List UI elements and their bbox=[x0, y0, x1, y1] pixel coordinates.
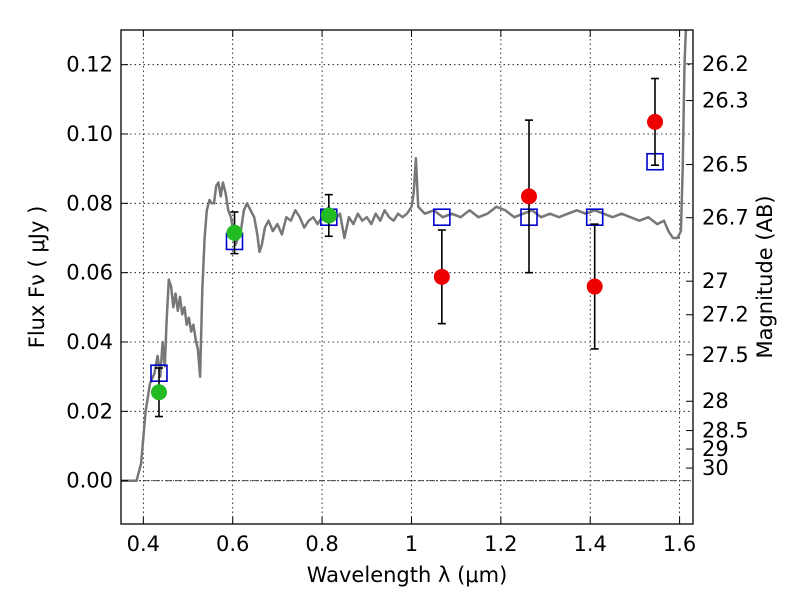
right-tick-label: 27.5 bbox=[702, 343, 749, 367]
grid bbox=[121, 30, 693, 524]
observed-point bbox=[226, 224, 243, 241]
x-tick-label: 1.4 bbox=[574, 532, 607, 556]
observed-point bbox=[433, 268, 450, 285]
y-tick-label: 0.10 bbox=[66, 122, 113, 146]
ticks: 0.4 0.6 0.8 1 1.2 1.4 1.6 0.00 0.02 0.04 0.06 0.08 0… bbox=[66, 30, 749, 556]
y-tick-label: 0.02 bbox=[66, 399, 113, 423]
observed-point bbox=[647, 113, 664, 130]
right-tick-label: 26.2 bbox=[702, 52, 749, 76]
y-tick-label: 0.00 bbox=[66, 469, 113, 493]
right-tick-label: 28 bbox=[702, 389, 729, 413]
right-tick-label: 26.3 bbox=[702, 89, 749, 113]
x-tick-label: 0.4 bbox=[127, 532, 160, 556]
x-tick-label: 0.8 bbox=[305, 532, 338, 556]
y-tick-label: 0.12 bbox=[66, 53, 113, 77]
right-tick-label: 27.2 bbox=[702, 303, 749, 327]
right-tick-label: 28.5 bbox=[702, 419, 749, 443]
right-tick-label: 27 bbox=[702, 269, 729, 293]
sed-line bbox=[121, 29, 688, 482]
observed-point bbox=[586, 278, 603, 295]
right-tick-label: 29 bbox=[702, 437, 729, 461]
y-tick-label: 0.08 bbox=[66, 191, 113, 215]
error-bars bbox=[154, 77, 660, 418]
x-axis-label: Wavelength λ (μm) bbox=[307, 563, 508, 587]
observed-markers bbox=[150, 113, 664, 401]
sed-curve bbox=[121, 29, 688, 482]
observed-point bbox=[320, 207, 337, 224]
x-tick-label: 1.2 bbox=[484, 532, 517, 556]
y-tick-label: 0.06 bbox=[66, 261, 113, 285]
x-tick-label: 1 bbox=[405, 532, 418, 556]
right-tick-label: 26.5 bbox=[702, 153, 749, 177]
observed-point bbox=[150, 384, 167, 401]
model-square bbox=[433, 208, 451, 226]
x-tick-label: 0.6 bbox=[216, 532, 249, 556]
observed-point bbox=[520, 188, 537, 205]
right-tick-label: 26.7 bbox=[702, 206, 749, 230]
x-tick-label: 1.6 bbox=[663, 532, 696, 556]
right-tick-label: 30 bbox=[702, 456, 729, 480]
model-square-markers bbox=[150, 152, 664, 383]
plot-frame bbox=[120, 29, 694, 525]
right-axis-label: Magnitude (AB) bbox=[753, 195, 777, 358]
y-tick-label: 0.04 bbox=[66, 330, 113, 354]
y-axis-label: Flux Fν ( μJy ) bbox=[25, 206, 49, 349]
